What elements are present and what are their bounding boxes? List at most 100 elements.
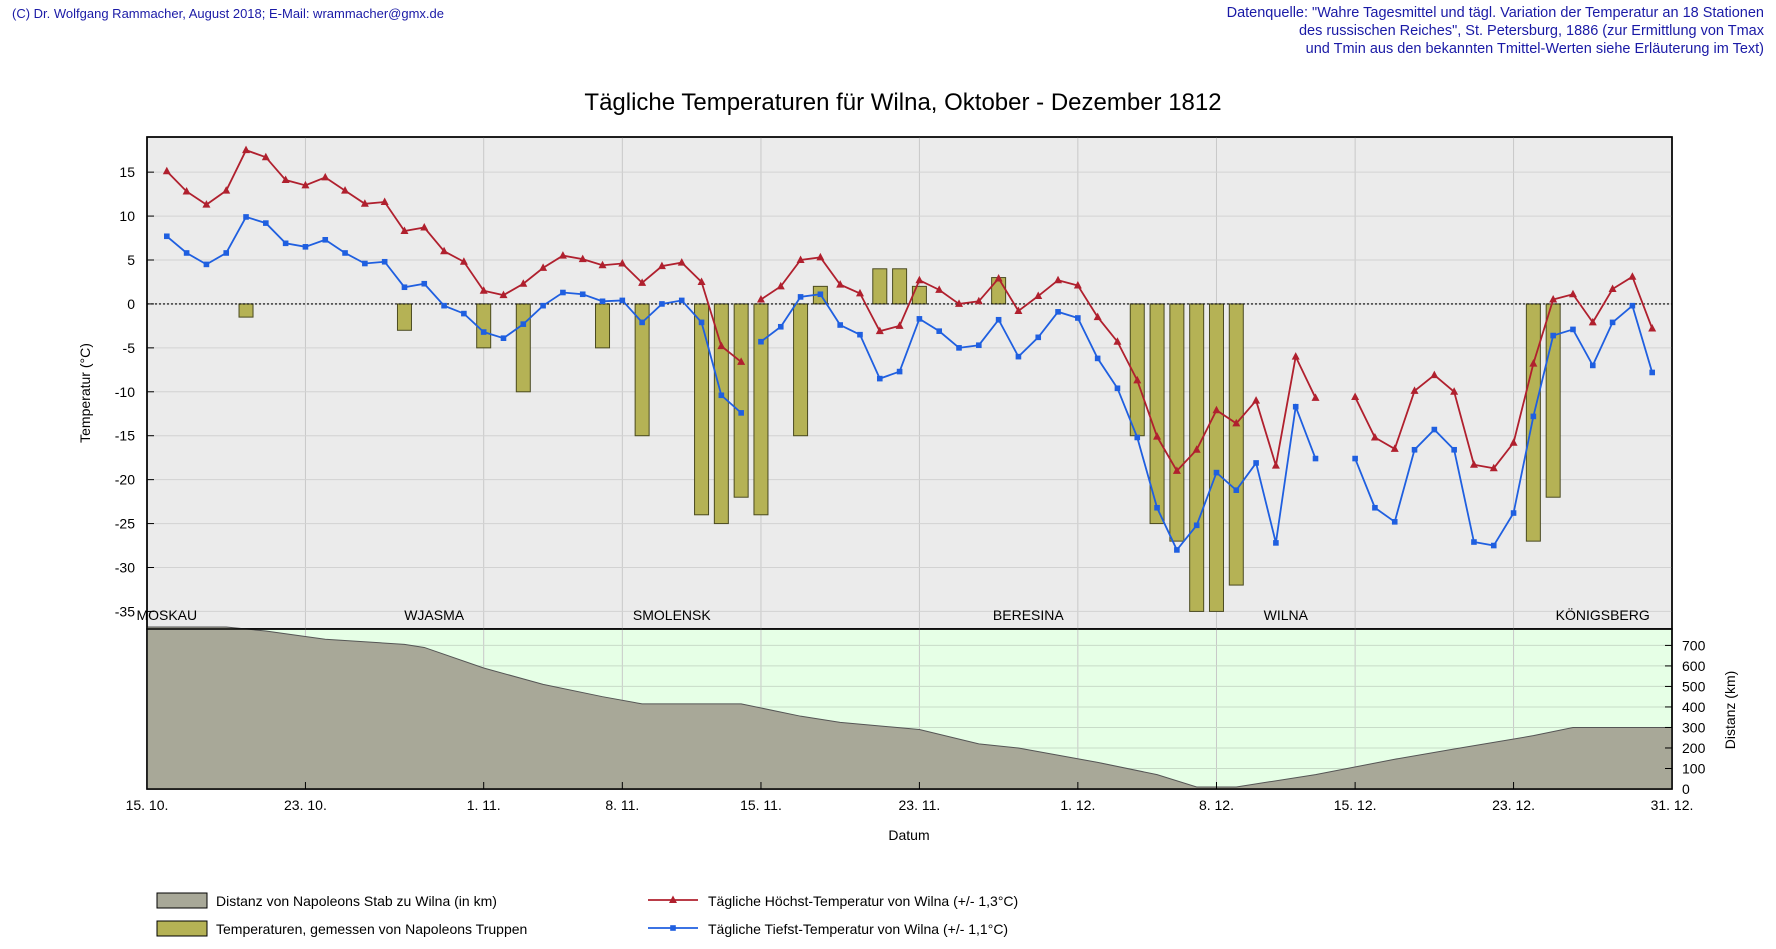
- tmax-point: [400, 226, 409, 235]
- tmin-point: [1629, 302, 1636, 309]
- y-axis-label: Temperatur (°C): [77, 343, 93, 443]
- temperature-lines: [162, 145, 1657, 553]
- tmax-point: [341, 186, 350, 194]
- tmax-point: [459, 257, 468, 265]
- y2-tick-label: 500: [1682, 678, 1706, 694]
- tmin-point: [1174, 547, 1180, 553]
- tmin-point: [876, 375, 883, 382]
- credit-text: (C) Dr. Wolfgang Rammacher, August 2018;…: [12, 6, 445, 21]
- tmax-point: [301, 180, 310, 189]
- place-label: SMOLENSK: [633, 607, 711, 623]
- tmax-point: [1549, 295, 1558, 303]
- y-tick-label: 10: [119, 208, 135, 224]
- tmin-point: [540, 302, 546, 309]
- tmax-point: [1628, 272, 1637, 280]
- tmin-point: [560, 289, 566, 296]
- tmin-point: [1094, 355, 1101, 362]
- legend-swatch-troops: [156, 920, 208, 937]
- tmax-point: [875, 326, 884, 335]
- tmax-point: [1291, 352, 1300, 360]
- x-tick-label: 1. 11.: [467, 797, 501, 813]
- tmax-point: [222, 186, 231, 194]
- tmin-point: [1114, 385, 1121, 392]
- troop-temperature-bar: [515, 303, 531, 393]
- tmin-point: [1193, 522, 1200, 529]
- tmin-point: [1451, 446, 1457, 453]
- troop-temperature-bars: [238, 268, 1561, 612]
- x-tick-label: 8. 11.: [605, 797, 639, 813]
- y2-tick-label: 100: [1682, 760, 1706, 776]
- tmax-point: [1410, 386, 1419, 394]
- y-tick-label: -15: [115, 428, 135, 444]
- y-tick-label: -25: [115, 516, 135, 532]
- tmin-point: [520, 321, 527, 327]
- tmin-point: [282, 240, 289, 247]
- legend-tmax-marker: [669, 895, 677, 903]
- troop-temperature-bar: [1189, 303, 1205, 612]
- tmax-point: [657, 261, 666, 270]
- tmax-point: [1529, 359, 1538, 367]
- legend-tmin-marker: [670, 925, 676, 931]
- source-line-2: des russischen Reiches", St. Petersburg,…: [1298, 23, 1764, 39]
- tmin-point: [1589, 362, 1596, 369]
- y-tick-label: -10: [115, 384, 135, 400]
- tmin-point: [223, 250, 230, 256]
- tmax-point: [796, 255, 805, 263]
- tmax-point: [1232, 418, 1241, 427]
- tmin-point: [1391, 519, 1398, 525]
- distance-axis-ticks: 0 100 200 300 400 500 600 700: [1665, 637, 1706, 797]
- tmax-point: [1093, 312, 1102, 321]
- tmax-line: [166, 149, 742, 363]
- tmin-point: [797, 294, 804, 300]
- tmin-point: [342, 250, 348, 256]
- tmin-point: [698, 319, 705, 326]
- tmin-point: [758, 338, 764, 345]
- place-label: MOSKAU: [136, 607, 197, 623]
- tmin-point: [817, 291, 824, 298]
- tmax-point: [479, 286, 488, 294]
- tmin-point: [1075, 315, 1081, 321]
- troop-temperature-bar: [911, 285, 927, 305]
- troop-temperature-bar: [1169, 303, 1185, 542]
- tmin-point: [1431, 426, 1438, 433]
- tmin-point: [1372, 504, 1378, 511]
- tmax-point: [598, 260, 607, 269]
- x-tick-label: 15. 11.: [740, 797, 782, 813]
- tmax-point: [321, 172, 330, 181]
- tmin-point: [738, 410, 744, 416]
- tmin-point: [421, 280, 428, 287]
- troop-temperature-bar: [1149, 303, 1165, 525]
- distance-area-fill: [146, 626, 1673, 790]
- troop-temperature-bar: [713, 303, 729, 525]
- tmax-point: [1113, 337, 1122, 345]
- troop-temperature-bar: [238, 303, 254, 318]
- tmin-point: [1312, 455, 1319, 462]
- tmin-line: [166, 215, 742, 414]
- tmax-point: [994, 273, 1003, 282]
- legend-swatch-tmax: [648, 895, 698, 903]
- tmax-point: [558, 251, 567, 259]
- y-tick-label: -30: [115, 560, 135, 576]
- tmin-point: [639, 319, 645, 326]
- tmin-point: [1273, 540, 1279, 546]
- tmin-point: [619, 297, 626, 304]
- tmin-point: [203, 261, 210, 268]
- tmax-point: [162, 166, 171, 175]
- tmin-point: [362, 260, 368, 267]
- tmax-point: [915, 275, 924, 284]
- y2-axis-label: Distanz (km): [1722, 671, 1738, 750]
- tmax-point: [638, 278, 647, 286]
- source-line-1: Datenquelle: "Wahre Tagesmittel und tägl…: [1226, 5, 1764, 21]
- tmax-point: [677, 258, 686, 266]
- tmin-point: [1510, 510, 1517, 516]
- tmax-point: [955, 299, 964, 307]
- y-tick-label: -5: [123, 340, 136, 356]
- tmax-point: [1252, 396, 1261, 404]
- tmax-point: [1648, 324, 1657, 332]
- troop-temperature-bar: [595, 303, 611, 349]
- date-axis-ticks: 15. 10. 23. 10. 1. 11. 8. 11. 15. 11. 23. 11.…: [126, 782, 1693, 813]
- tmax-point: [519, 279, 528, 287]
- troop-temperature-bar: [892, 268, 908, 305]
- place-label: KÖNIGSBERG: [1556, 606, 1650, 623]
